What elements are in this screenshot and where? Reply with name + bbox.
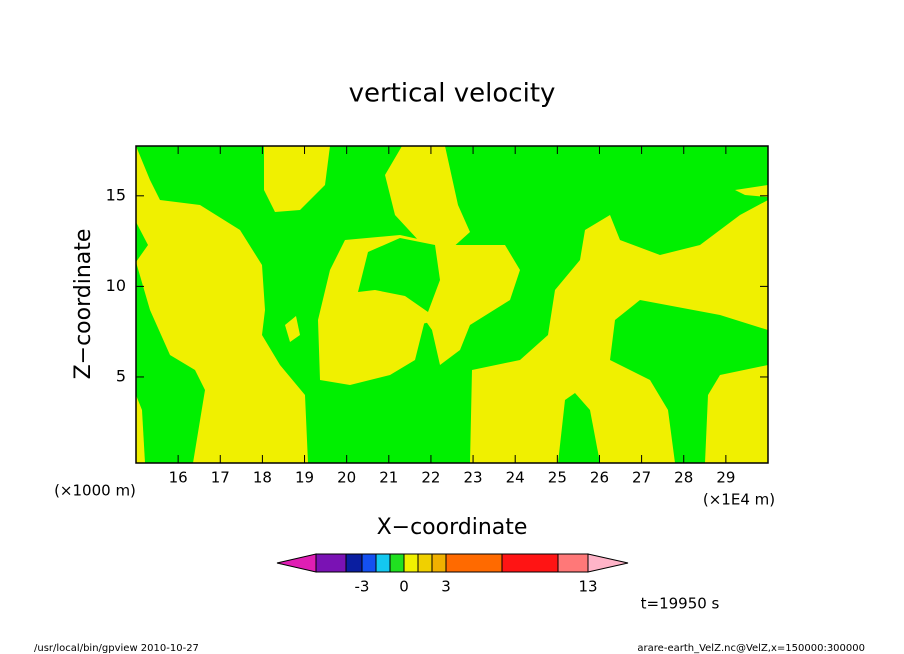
x-tick-label: 26 bbox=[590, 469, 609, 487]
contour-field bbox=[136, 146, 768, 463]
footer-left: /usr/local/bin/gpview 2010-10-27 bbox=[34, 643, 199, 654]
x-axis-label: X−coordinate bbox=[377, 515, 528, 540]
x-tick-label: 16 bbox=[169, 469, 188, 487]
colorbar-cell bbox=[431, 553, 447, 573]
plot-frame bbox=[135, 145, 769, 464]
y-tick-label: 15 bbox=[106, 185, 126, 204]
y-tick-label: 10 bbox=[106, 276, 126, 295]
x-tick-label: 23 bbox=[464, 469, 483, 487]
x-tick-label: 21 bbox=[379, 469, 398, 487]
colorbar-cell bbox=[389, 553, 405, 573]
colorbar-cell bbox=[557, 553, 589, 573]
colorbar-arrow bbox=[587, 553, 629, 573]
x-tick-label: 28 bbox=[674, 469, 693, 487]
colorbar-cell bbox=[417, 553, 433, 573]
x-tick-label: 20 bbox=[337, 469, 356, 487]
contour-holes bbox=[358, 238, 600, 463]
colorbar bbox=[276, 553, 629, 573]
x-tick-label: 17 bbox=[211, 469, 230, 487]
colorbar-label: -3 bbox=[355, 578, 370, 596]
colorbar-cell bbox=[345, 553, 363, 573]
colorbar-label: 0 bbox=[399, 578, 409, 596]
footer-right: arare-earth_VelZ.nc@VelZ,x=150000:300000 bbox=[637, 643, 865, 654]
x-tick-label: 24 bbox=[506, 469, 525, 487]
colorbar-cell bbox=[315, 553, 347, 573]
colorbar-cell bbox=[403, 553, 419, 573]
x-tick-label: 25 bbox=[548, 469, 567, 487]
colorbar-label: 13 bbox=[578, 578, 597, 596]
x-tick-label: 19 bbox=[295, 469, 314, 487]
contour-regions bbox=[136, 146, 768, 463]
chart-title: vertical velocity bbox=[349, 79, 556, 109]
x-tick-label: 27 bbox=[632, 469, 651, 487]
colorbar-cell bbox=[445, 553, 503, 573]
y-tick-label: 5 bbox=[116, 366, 126, 385]
y-unit: (×1000 m) bbox=[54, 482, 136, 500]
x-tick-label: 22 bbox=[421, 469, 440, 487]
colorbar-arrow bbox=[276, 553, 317, 573]
colorbar-cell bbox=[361, 553, 377, 573]
colorbar-cell bbox=[501, 553, 559, 573]
time-label: t=19950 s bbox=[641, 595, 720, 613]
colorbar-label: 3 bbox=[441, 578, 451, 596]
x-tick-label: 29 bbox=[716, 469, 735, 487]
x-unit: (×1E4 m) bbox=[703, 491, 775, 509]
y-axis-label: Z−coordinate bbox=[71, 229, 96, 380]
colorbar-cell bbox=[375, 553, 391, 573]
x-tick-label: 18 bbox=[253, 469, 272, 487]
